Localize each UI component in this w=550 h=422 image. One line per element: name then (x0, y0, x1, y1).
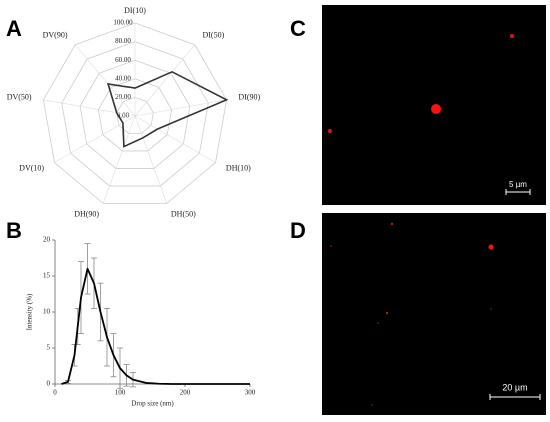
axis-label: DI(10) (124, 6, 146, 15)
y-tick-label: 15 (43, 272, 51, 280)
spoke (134, 115, 216, 163)
scale-label: 20 µm (502, 382, 527, 392)
y-tick-label: 5 (47, 344, 51, 352)
panel-letter: A (6, 16, 22, 41)
spoke (134, 99, 227, 117)
x-tick-label: 200 (180, 389, 191, 397)
spoke (134, 44, 196, 117)
radar-line (106, 70, 229, 148)
grid-ring (61, 41, 209, 187)
grid-ring (116, 96, 154, 134)
spoke (54, 115, 136, 163)
y-tick-label: 0 (47, 380, 51, 388)
spoke (43, 99, 136, 117)
micrograph: 5 µm (322, 5, 546, 205)
panel-letter: B (6, 218, 22, 243)
y-tick-label: 20 (43, 236, 51, 244)
x-tick-label: 0 (53, 389, 57, 397)
x-tick-label: 300 (245, 389, 256, 397)
spoke (134, 115, 168, 204)
r-tick-label: 100.00 (113, 19, 133, 27)
axis-label: DI(90) (238, 93, 260, 102)
axis-label: DV(10) (19, 163, 44, 172)
axis-label: DV(50) (7, 93, 32, 102)
r-tick-label: 0.00 (117, 112, 130, 120)
axis-label: DV(90) (43, 30, 68, 39)
grid-ring (79, 59, 191, 169)
axis-label: DH(90) (74, 209, 99, 218)
x-axis-label: Drop size (nm) (131, 400, 174, 408)
x-tick-label: 100 (115, 389, 126, 397)
r-tick-label: 40.00 (115, 74, 131, 82)
scale-label: 5 µm (509, 180, 527, 189)
axis-label: DH(50) (171, 209, 196, 218)
grid-ring (42, 22, 228, 204)
spoke (102, 115, 136, 204)
r-tick-label: 80.00 (115, 37, 131, 45)
grid-ring (97, 78, 173, 152)
panel-letter: C (290, 16, 306, 41)
micrograph: 20 µm (322, 213, 546, 415)
r-tick-label: 20.00 (115, 93, 131, 101)
panel-letter: D (290, 218, 306, 243)
line-series (61, 267, 250, 385)
r-tick-label: 60.00 (115, 56, 131, 64)
y-tick-label: 10 (43, 308, 51, 316)
axis-label: DI(50) (202, 30, 224, 39)
axis-label: DH(10) (226, 163, 251, 172)
spoke (74, 44, 136, 117)
y-axis-label: Intensity (%) (26, 293, 34, 330)
